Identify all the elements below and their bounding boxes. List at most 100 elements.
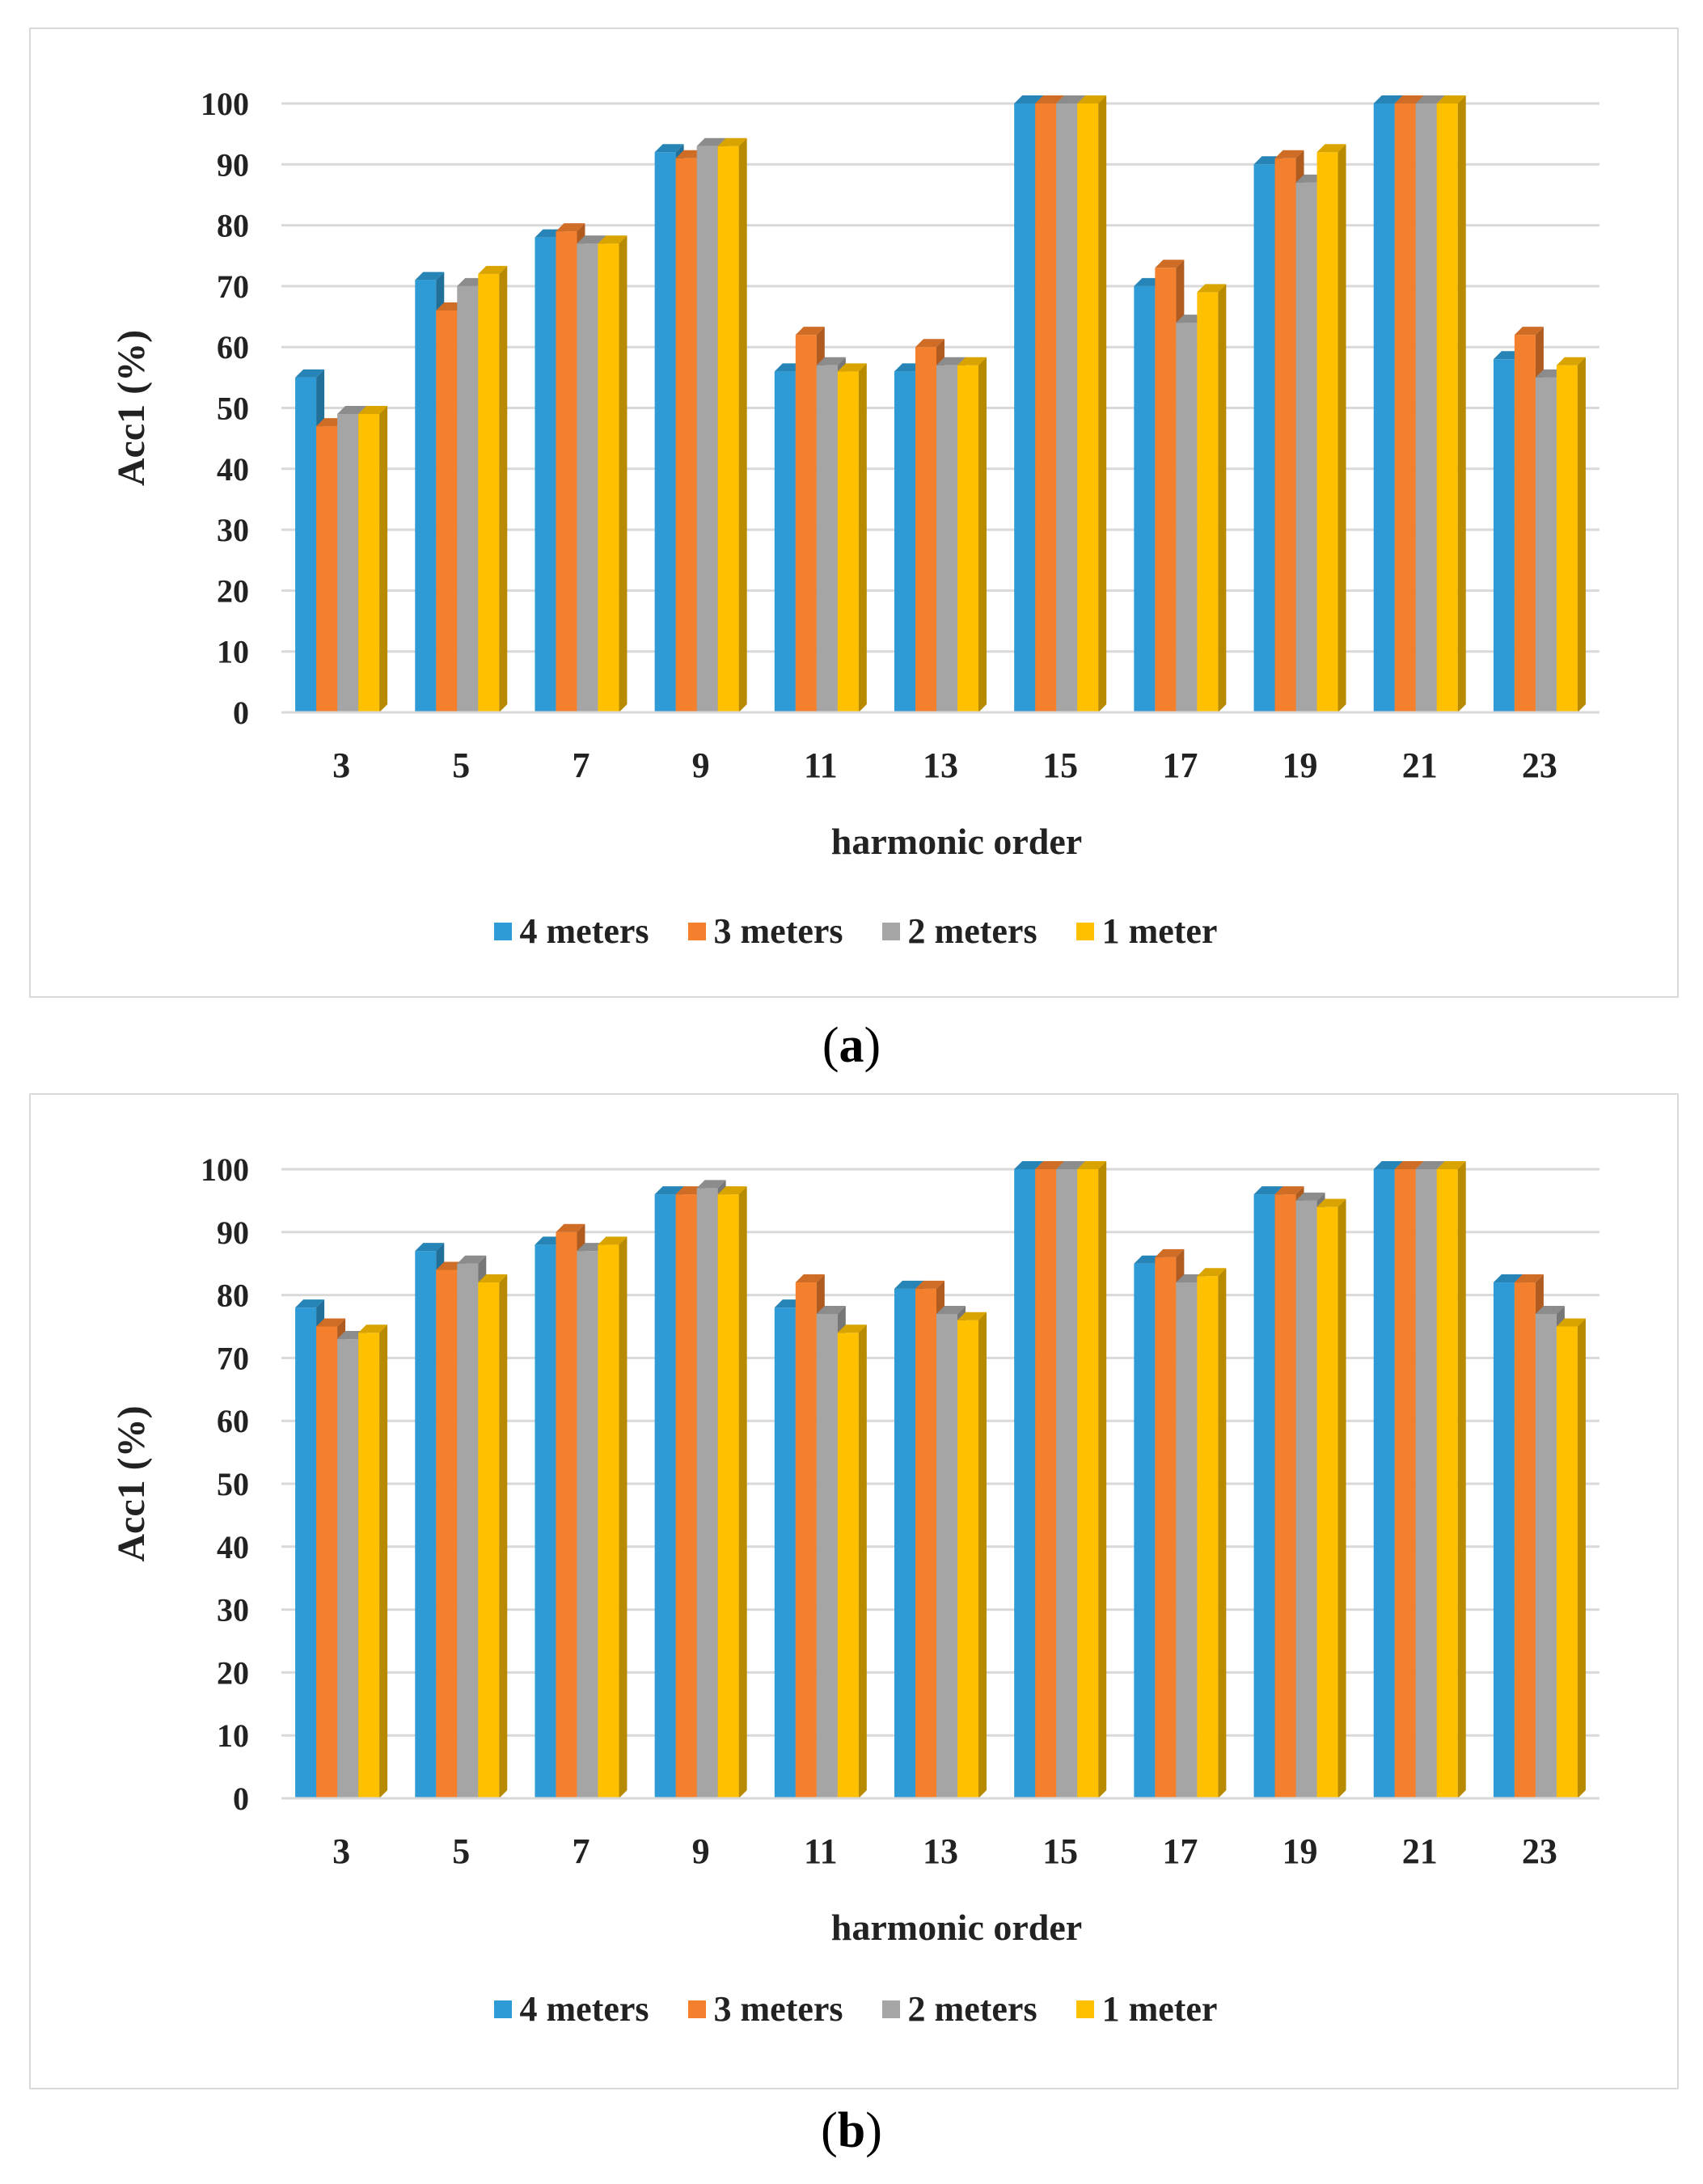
y-tick-label: 0	[233, 695, 249, 731]
bar	[1436, 1161, 1466, 1798]
legend-label: 4 meters	[519, 911, 649, 951]
bar	[1077, 95, 1107, 712]
legend-item-2-meters: 2 meters	[881, 910, 1037, 952]
bar	[957, 357, 987, 712]
y-tick-label: 80	[217, 1278, 249, 1314]
caption-a: (a)	[822, 1018, 881, 1073]
x-tick-label: 3	[332, 746, 350, 785]
bar	[1556, 357, 1586, 712]
y-tick-label: 20	[217, 572, 249, 609]
y-tick-label: 10	[217, 634, 249, 670]
legend-swatch	[881, 922, 900, 940]
x-tick-label: 15	[1042, 1831, 1078, 1871]
bar	[1197, 284, 1227, 712]
legend-swatch	[1075, 2000, 1094, 2018]
bar-chart-b: 0 10 20 30 40 50 60 70 80 90 100 Acc1 (%) 3 5 7 9 11 13 15…	[110, 1151, 1599, 1948]
y-tick-label: 90	[217, 146, 249, 183]
legend-item-3-meters: 3 meters	[687, 1988, 843, 2030]
x-tick-label: 11	[804, 746, 838, 785]
legend-swatch	[493, 2000, 512, 2018]
legend-item-2-meters: 2 meters	[881, 1988, 1037, 2030]
legend-item-1-meter: 1 meter	[1075, 910, 1218, 952]
y-tick-label: 0	[233, 1781, 249, 1817]
bar-chart-a: 0 10 20 30 40 50 60 70 80 90 100 Acc1 (%) 3 5 7 9 11 13 15…	[110, 86, 1599, 862]
x-tick-label: 13	[923, 1831, 958, 1871]
x-tick-label: 13	[923, 746, 958, 785]
bar	[358, 406, 388, 712]
legend-label: 4 meters	[519, 1989, 649, 2029]
y-tick-label: 90	[217, 1215, 249, 1251]
caption-b: (b)	[821, 2103, 882, 2158]
x-axis-label: harmonic order	[831, 1907, 1082, 1948]
x-tick-label: 17	[1162, 1831, 1198, 1871]
legend-swatch	[493, 922, 512, 940]
y-tick-label: 60	[217, 1403, 249, 1439]
x-tick-label: 9	[692, 746, 710, 785]
legend-swatch	[687, 922, 706, 940]
y-tick-label: 50	[217, 391, 249, 427]
x-tick-label: 21	[1402, 746, 1438, 785]
legend-a: 4 meters 3 meters 2 meters 1 meter	[31, 910, 1680, 952]
legend-swatch	[881, 2000, 900, 2018]
y-tick-label: 40	[217, 451, 249, 488]
x-tick-label: 11	[804, 1831, 838, 1871]
bar	[598, 235, 628, 712]
bar	[837, 1324, 867, 1798]
x-tick-label: 23	[1522, 746, 1557, 785]
y-tick-label: 20	[217, 1654, 249, 1691]
x-tick-label: 7	[572, 1831, 590, 1871]
x-tick-label: 17	[1162, 746, 1198, 785]
legend-label: 2 meters	[907, 1989, 1037, 2029]
y-tick-label: 70	[217, 1340, 249, 1376]
bar	[1316, 1198, 1346, 1798]
bar	[717, 1186, 747, 1798]
x-tick-label: 9	[692, 1831, 710, 1871]
bar	[478, 1274, 508, 1798]
x-tick-label: 5	[452, 746, 470, 785]
legend-label: 2 meters	[907, 911, 1037, 951]
bar	[478, 265, 508, 713]
x-tick-label: 21	[1402, 1831, 1438, 1871]
y-tick-label: 70	[217, 268, 249, 305]
legend-label: 1 meter	[1101, 911, 1218, 951]
x-tick-label: 23	[1522, 1831, 1557, 1871]
legend-b: 4 meters 3 meters 2 meters 1 meter	[31, 1988, 1680, 2030]
y-tick-label: 100	[201, 1151, 249, 1188]
y-tick-label: 50	[217, 1466, 249, 1502]
legend-item-4-meters: 4 meters	[493, 1988, 649, 2030]
chart-panel-b: 0 10 20 30 40 50 60 70 80 90 100 Acc1 (%) 3 5 7 9 11 13 15…	[29, 1093, 1679, 2089]
bar	[1556, 1318, 1586, 1798]
x-tick-label: 19	[1283, 746, 1318, 785]
x-tick-label: 5	[452, 1831, 470, 1871]
x-tick-label: 3	[332, 1831, 350, 1871]
y-tick-label: 30	[217, 1592, 249, 1628]
legend-label: 3 meters	[713, 1989, 843, 2029]
y-tick-label: 10	[217, 1717, 249, 1754]
bar	[1436, 95, 1466, 712]
y-axis-label: Acc1 (%)	[110, 330, 153, 486]
legend-swatch	[687, 2000, 706, 2018]
y-tick-label: 30	[217, 512, 249, 548]
bar	[1197, 1268, 1227, 1798]
x-tick-label: 15	[1042, 746, 1078, 785]
legend-label: 3 meters	[713, 911, 843, 951]
y-tick-label: 40	[217, 1529, 249, 1565]
bar	[957, 1312, 987, 1798]
bar	[598, 1236, 628, 1798]
y-tick-label: 80	[217, 208, 249, 244]
bar	[1316, 144, 1346, 713]
chart-panel-a: 0 10 20 30 40 50 60 70 80 90 100 Acc1 (%) 3 5 7 9 11 13 15…	[29, 27, 1679, 998]
y-tick-label: 60	[217, 329, 249, 365]
x-axis-label: harmonic order	[831, 821, 1082, 862]
bar	[358, 1324, 388, 1798]
legend-item-1-meter: 1 meter	[1075, 1988, 1218, 2030]
bar	[717, 137, 747, 712]
bar	[1077, 1161, 1107, 1798]
bar	[837, 363, 867, 712]
y-axis-label: Acc1 (%)	[110, 1405, 153, 1561]
legend-label: 1 meter	[1101, 1989, 1218, 2029]
x-tick-label: 19	[1283, 1831, 1318, 1871]
legend-item-4-meters: 4 meters	[493, 910, 649, 952]
y-tick-label: 100	[201, 86, 249, 122]
legend-item-3-meters: 3 meters	[687, 910, 843, 952]
